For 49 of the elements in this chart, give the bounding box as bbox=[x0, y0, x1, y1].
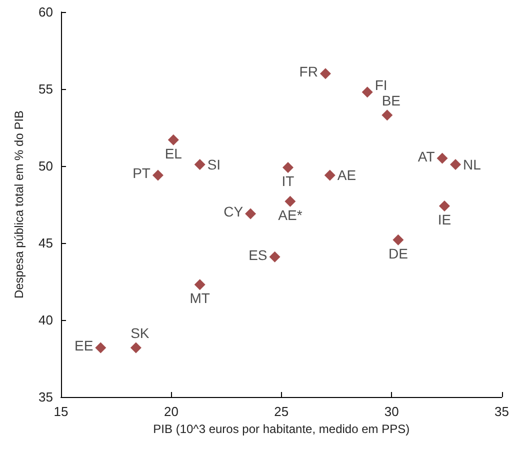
x-axis-title: PIB (10^3 euros por habitante, medido em PPS) bbox=[153, 422, 410, 436]
point bbox=[269, 251, 280, 262]
series-label: SI bbox=[207, 156, 221, 172]
point bbox=[382, 110, 393, 121]
point bbox=[194, 158, 206, 170]
y-tick-label: 40 bbox=[38, 312, 53, 328]
point bbox=[324, 170, 336, 181]
point bbox=[245, 208, 256, 220]
point bbox=[194, 279, 206, 290]
point bbox=[320, 68, 331, 80]
series-label: ES bbox=[248, 246, 268, 263]
y-axis-title: Despesa pública total em % do PIB bbox=[12, 110, 26, 299]
series-label: DE bbox=[388, 245, 408, 262]
point bbox=[392, 234, 404, 246]
series-label: FI bbox=[374, 77, 388, 94]
series-label: MT bbox=[190, 290, 210, 306]
series-label: FR bbox=[299, 64, 318, 80]
x-tick-label: 20 bbox=[164, 404, 178, 419]
series-label: AE bbox=[337, 167, 356, 184]
y-tick-label: 45 bbox=[38, 236, 53, 250]
series-label: AE* bbox=[278, 206, 303, 223]
point bbox=[168, 134, 179, 146]
point bbox=[436, 152, 448, 164]
series-label: EL bbox=[164, 145, 182, 162]
x-tick-label: 30 bbox=[384, 404, 399, 419]
point bbox=[282, 162, 294, 174]
x-tick-label: 15 bbox=[54, 404, 68, 419]
point bbox=[438, 200, 450, 212]
point bbox=[450, 158, 461, 170]
series-label: BE bbox=[382, 92, 401, 109]
series-label: IE bbox=[438, 212, 452, 228]
series-label: NL bbox=[462, 156, 482, 172]
series-label: PT bbox=[132, 165, 151, 182]
point bbox=[284, 196, 296, 207]
series-label: IT bbox=[282, 173, 295, 190]
series-label: CY bbox=[224, 204, 244, 220]
y-tick-label: 35 bbox=[38, 390, 53, 404]
point bbox=[152, 170, 164, 181]
y-tick-label: 50 bbox=[38, 158, 53, 174]
series-label: SK bbox=[130, 325, 150, 342]
x-tick-label: 35 bbox=[494, 404, 510, 419]
point bbox=[95, 342, 106, 354]
series-label: EE bbox=[74, 338, 94, 354]
point bbox=[362, 86, 373, 98]
point bbox=[130, 342, 142, 354]
y-tick-label: 55 bbox=[38, 82, 53, 96]
series-label: AT bbox=[418, 148, 436, 164]
y-tick-label: 60 bbox=[38, 4, 53, 20]
x-tick-label: 25 bbox=[274, 404, 289, 419]
